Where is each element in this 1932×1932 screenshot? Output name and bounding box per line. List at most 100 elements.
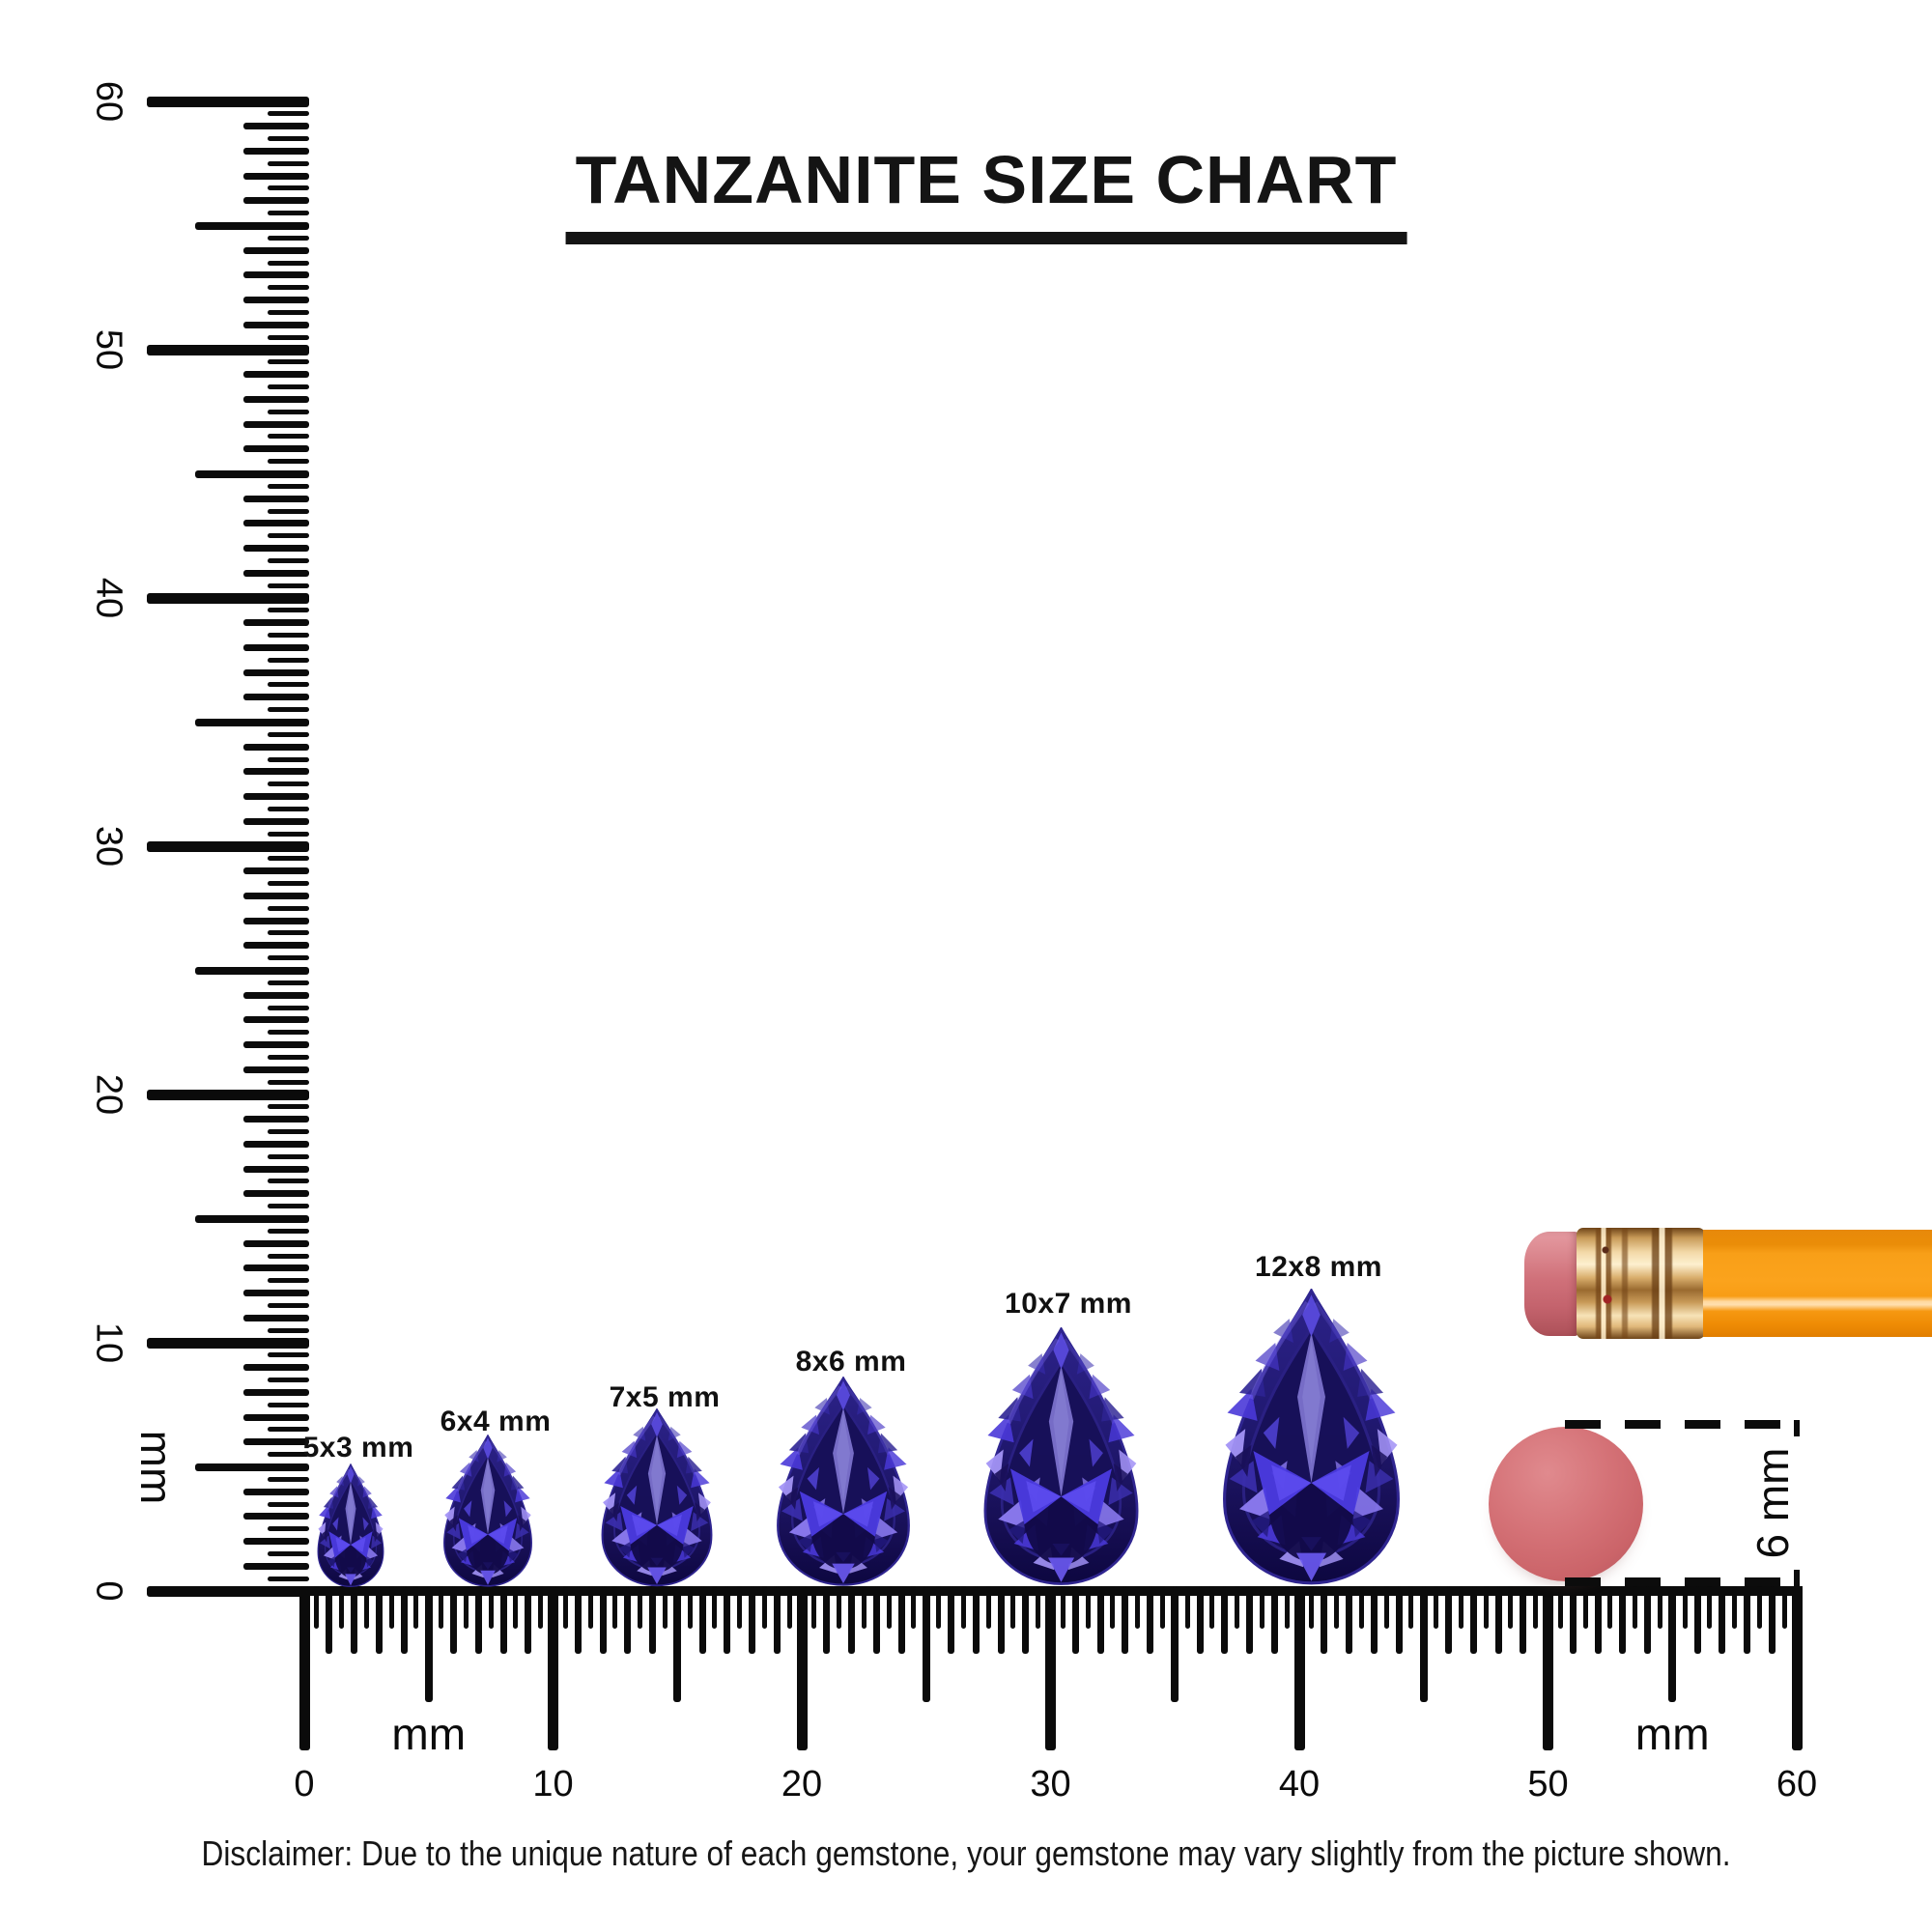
vertical-ruler-tick — [243, 1488, 309, 1495]
horizontal-ruler-tick — [424, 1586, 433, 1702]
horizontal-ruler-tick — [1383, 1586, 1389, 1629]
vertical-ruler-tick — [243, 395, 309, 403]
horizontal-ruler-tick — [1147, 1586, 1153, 1654]
horizontal-ruler-tick — [1060, 1586, 1065, 1629]
vertical-ruler-tick — [268, 384, 309, 390]
horizontal-ruler-tick — [1395, 1586, 1403, 1654]
horizontal-ruler-tick — [538, 1586, 544, 1629]
horizontal-ruler-tick — [1619, 1586, 1627, 1654]
vertical-ruler-tick — [268, 1005, 309, 1010]
horizontal-ruler-tick — [298, 1586, 310, 1750]
vertical-ruler-tick — [268, 1476, 309, 1482]
vertical-ruler-number: 10 — [88, 1321, 129, 1364]
horizontal-ruler-number: 20 — [781, 1764, 823, 1804]
vertical-ruler-tick — [243, 246, 309, 254]
horizontal-ruler-tick — [936, 1586, 942, 1629]
vertical-ruler-tick — [268, 1030, 309, 1036]
horizontal-ruler-tick — [1221, 1586, 1229, 1654]
horizontal-ruler-tick — [1682, 1586, 1688, 1629]
horizontal-ruler-number: 50 — [1527, 1764, 1569, 1804]
vertical-ruler-tick — [147, 1337, 309, 1349]
horizontal-ruler-tick — [1520, 1586, 1527, 1654]
vertical-ruler-tick — [243, 1388, 309, 1396]
gem-7x5-mm — [594, 1408, 720, 1589]
vertical-ruler-tick — [268, 881, 309, 887]
pencil-eraser-tip — [1524, 1232, 1579, 1336]
vertical-ruler-tick — [243, 1239, 309, 1247]
horizontal-ruler-tick — [1434, 1586, 1439, 1629]
vertical-ruler-tick — [268, 1402, 309, 1407]
vertical-ruler-tick — [243, 1290, 309, 1297]
horizontal-ruler-number: 30 — [1030, 1764, 1071, 1804]
vertical-ruler-tick — [268, 1378, 309, 1383]
horizontal-ruler-tick — [687, 1586, 693, 1629]
vertical-ruler-tick — [147, 96, 309, 107]
vertical-ruler-tick — [243, 172, 309, 180]
horizontal-ruler-tick — [662, 1586, 668, 1629]
vertical-ruler-tick — [243, 371, 309, 379]
horizontal-ruler-tick — [872, 1586, 880, 1654]
horizontal-ruler-tick — [1668, 1586, 1677, 1702]
horizontal-ruler-tick — [861, 1586, 867, 1629]
horizontal-ruler-tick — [1293, 1586, 1305, 1750]
horizontal-ruler-tick — [599, 1586, 607, 1654]
vertical-ruler-tick — [268, 1278, 309, 1284]
horizontal-ruler-tick — [761, 1586, 767, 1629]
vertical-ruler-tick — [243, 123, 309, 130]
vertical-ruler-tick — [268, 582, 309, 588]
horizontal-ruler-tick — [1209, 1586, 1215, 1629]
horizontal-ruler-tick — [1582, 1586, 1588, 1629]
vertical-ruler-tick — [243, 1065, 309, 1073]
vertical-ruler-tick — [268, 1054, 309, 1060]
horizontal-ruler-tick — [1309, 1586, 1315, 1629]
horizontal-ruler-tick — [837, 1586, 842, 1629]
vertical-ruler-tick — [268, 309, 309, 315]
gem-8x6-mm — [768, 1377, 919, 1589]
horizontal-ruler-tick — [439, 1586, 444, 1629]
horizontal-ruler-tick — [638, 1586, 643, 1629]
horizontal-ruler-tick — [1756, 1586, 1762, 1629]
vertical-ruler-tick — [195, 221, 309, 230]
horizontal-ruler-tick — [1644, 1586, 1651, 1654]
vertical-ruler-tick — [243, 321, 309, 328]
horizontal-ruler-tick — [823, 1586, 831, 1654]
vertical-ruler-tick — [243, 917, 309, 924]
vertical-ruler-tick — [243, 1016, 309, 1024]
vertical-ruler-tick — [243, 197, 309, 205]
horizontal-ruler-tick — [1469, 1586, 1477, 1654]
gem-12x8-mm — [1211, 1289, 1411, 1589]
vertical-ruler-tick — [268, 1204, 309, 1209]
vertical-ruler-tick — [147, 1585, 309, 1597]
horizontal-ruler-tick — [463, 1586, 469, 1629]
horizontal-ruler-tick — [649, 1586, 656, 1654]
horizontal-ruler-tick — [363, 1586, 369, 1629]
vertical-ruler-tick — [243, 520, 309, 527]
horizontal-ruler-tick — [786, 1586, 792, 1629]
horizontal-ruler-tick — [1508, 1586, 1514, 1629]
horizontal-ruler-tick — [1569, 1586, 1577, 1654]
horizontal-ruler-tick — [1543, 1586, 1553, 1750]
horizontal-ruler-tick — [1458, 1586, 1463, 1629]
vertical-ruler-tick — [243, 1140, 309, 1148]
horizontal-ruler-tick — [1122, 1586, 1129, 1654]
horizontal-ruler-tick — [897, 1586, 905, 1654]
vertical-ruler-tick — [268, 160, 309, 166]
vertical-ruler-tick — [268, 260, 309, 266]
vertical-ruler-tick — [268, 682, 309, 688]
horizontal-ruler-tick — [773, 1586, 781, 1654]
vertical-ruler-number: 30 — [88, 825, 129, 867]
disclaimer-text: Disclaimer: Due to the unique nature of … — [201, 1833, 1731, 1873]
vertical-ruler-tick — [243, 271, 309, 279]
gem-size-label: 5x3 mm — [302, 1432, 414, 1463]
vertical-ruler-tick — [195, 718, 309, 726]
vertical-ruler-tick — [243, 297, 309, 304]
horizontal-ruler-tick — [997, 1586, 1005, 1654]
horizontal-ruler-tick — [1171, 1586, 1179, 1702]
gem-5x3-mm — [313, 1463, 388, 1589]
vertical-ruler-tick — [147, 592, 309, 604]
gem-size-label: 12x8 mm — [1255, 1251, 1382, 1283]
vertical-ruler-tick — [268, 905, 309, 911]
vertical-ruler-tick — [147, 1089, 309, 1100]
horizontal-ruler-tick — [1346, 1586, 1352, 1654]
vertical-ruler-tick — [268, 756, 309, 762]
